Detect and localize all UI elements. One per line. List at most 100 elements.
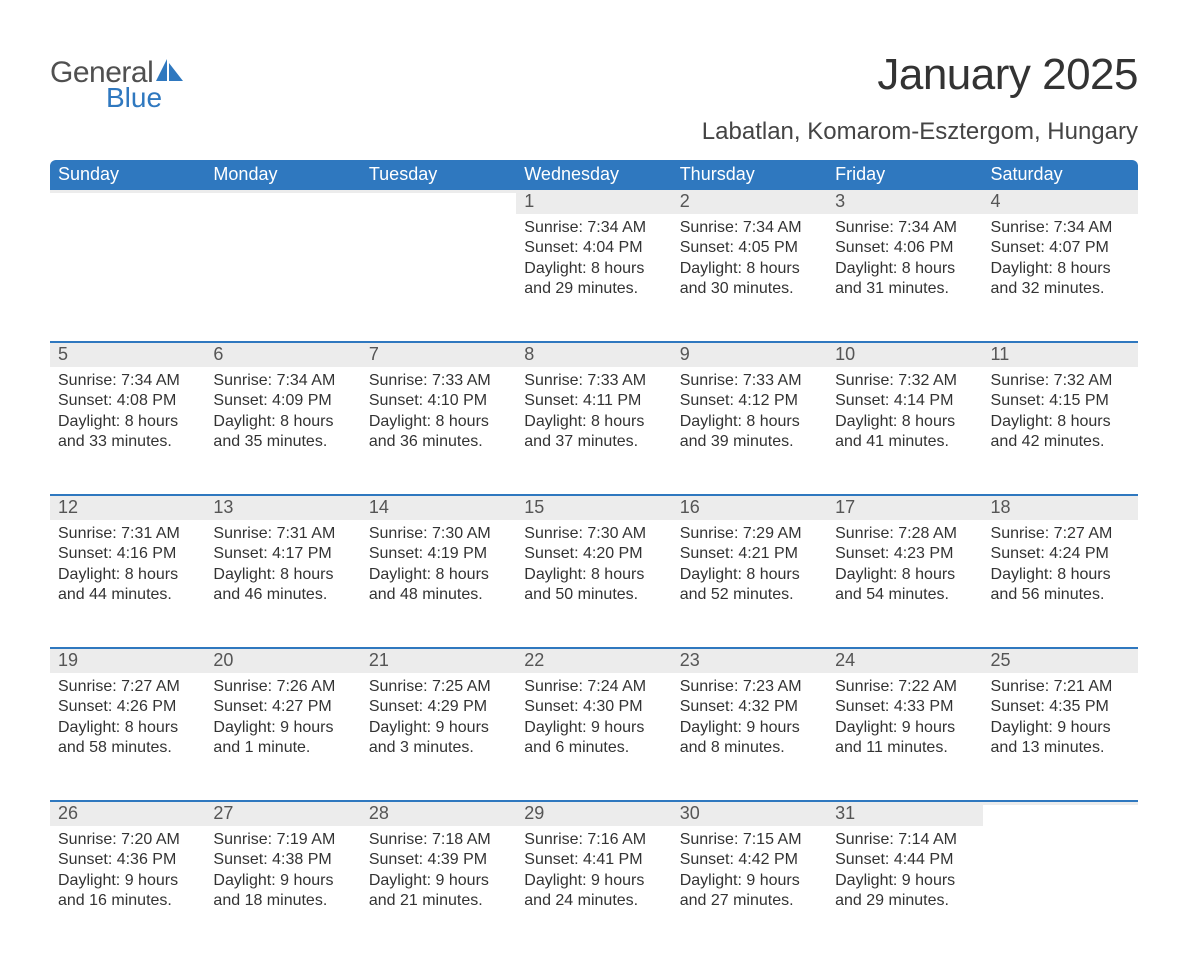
day-cell: Sunrise: 7:34 AMSunset: 4:07 PMDaylight:… [983,214,1138,308]
day-cell: Sunrise: 7:19 AMSunset: 4:38 PMDaylight:… [205,826,360,920]
daylight: Daylight: 9 hours and 6 minutes. [524,718,663,759]
day-cell: Sunrise: 7:24 AMSunset: 4:30 PMDaylight:… [516,673,671,767]
day-number: 12 [50,496,205,520]
sunset: Sunset: 4:10 PM [369,391,508,411]
sunset: Sunset: 4:09 PM [213,391,352,411]
calendar-table: Sunday Monday Tuesday Wednesday Thursday… [50,160,1138,954]
day-number: 18 [983,496,1138,520]
day-cell [205,214,360,226]
sunrise: Sunrise: 7:34 AM [524,218,663,238]
day-header: Sunday [50,160,205,190]
sunrise: Sunrise: 7:14 AM [835,830,974,850]
sunrise: Sunrise: 7:30 AM [524,524,663,544]
day-number: 5 [50,343,205,367]
daylight: Daylight: 8 hours and 56 minutes. [991,565,1130,606]
day-cell: Sunrise: 7:32 AMSunset: 4:14 PMDaylight:… [827,367,982,461]
sunset: Sunset: 4:21 PM [680,544,819,564]
day-number: 10 [827,343,982,367]
day-number: 13 [205,496,360,520]
day-header: Thursday [672,160,827,190]
day-number: 29 [516,802,671,826]
sunset: Sunset: 4:24 PM [991,544,1130,564]
day-cell: Sunrise: 7:34 AMSunset: 4:08 PMDaylight:… [50,367,205,461]
sunrise: Sunrise: 7:24 AM [524,677,663,697]
daylight: Daylight: 8 hours and 50 minutes. [524,565,663,606]
daylight: Daylight: 8 hours and 46 minutes. [213,565,352,606]
day-cell: Sunrise: 7:32 AMSunset: 4:15 PMDaylight:… [983,367,1138,461]
day-number: 3 [827,190,982,214]
sunset: Sunset: 4:36 PM [58,850,197,870]
sunset: Sunset: 4:44 PM [835,850,974,870]
daylight: Daylight: 9 hours and 29 minutes. [835,871,974,912]
daylight: Daylight: 8 hours and 54 minutes. [835,565,974,606]
day-cell: Sunrise: 7:34 AMSunset: 4:09 PMDaylight:… [205,367,360,461]
sunset: Sunset: 4:14 PM [835,391,974,411]
daylight: Daylight: 9 hours and 8 minutes. [680,718,819,759]
sunrise: Sunrise: 7:25 AM [369,677,508,697]
sunrise: Sunrise: 7:34 AM [835,218,974,238]
sunset: Sunset: 4:16 PM [58,544,197,564]
daylight: Daylight: 9 hours and 1 minute. [213,718,352,759]
sunrise: Sunrise: 7:21 AM [991,677,1130,697]
daylight: Daylight: 8 hours and 37 minutes. [524,412,663,453]
day-number: 8 [516,343,671,367]
day-cell: Sunrise: 7:33 AMSunset: 4:11 PMDaylight:… [516,367,671,461]
sunrise: Sunrise: 7:32 AM [991,371,1130,391]
day-number: 31 [827,802,982,826]
sunrise: Sunrise: 7:18 AM [369,830,508,850]
day-number: 16 [672,496,827,520]
day-number: 1 [516,190,671,214]
day-number: 15 [516,496,671,520]
sunrise: Sunrise: 7:31 AM [58,524,197,544]
daylight: Daylight: 8 hours and 48 minutes. [369,565,508,606]
day-number: 2 [672,190,827,214]
day-number [205,190,360,193]
daylight: Daylight: 9 hours and 24 minutes. [524,871,663,912]
sunrise: Sunrise: 7:27 AM [58,677,197,697]
header: General Blue January 2025 Labatlan, Koma… [50,50,1138,154]
daylight: Daylight: 8 hours and 52 minutes. [680,565,819,606]
daylight: Daylight: 8 hours and 44 minutes. [58,565,197,606]
day-cell: Sunrise: 7:16 AMSunset: 4:41 PMDaylight:… [516,826,671,920]
sunset: Sunset: 4:20 PM [524,544,663,564]
day-number [983,802,1138,805]
day-cell: Sunrise: 7:34 AMSunset: 4:05 PMDaylight:… [672,214,827,308]
day-cell: Sunrise: 7:21 AMSunset: 4:35 PMDaylight:… [983,673,1138,767]
day-cell: Sunrise: 7:14 AMSunset: 4:44 PMDaylight:… [827,826,982,920]
sunrise: Sunrise: 7:20 AM [58,830,197,850]
day-cell: Sunrise: 7:30 AMSunset: 4:20 PMDaylight:… [516,520,671,614]
day-cell: Sunrise: 7:25 AMSunset: 4:29 PMDaylight:… [361,673,516,767]
daylight: Daylight: 9 hours and 27 minutes. [680,871,819,912]
sunset: Sunset: 4:38 PM [213,850,352,870]
sunset: Sunset: 4:04 PM [524,238,663,258]
sunset: Sunset: 4:17 PM [213,544,352,564]
daylight: Daylight: 8 hours and 36 minutes. [369,412,508,453]
sunset: Sunset: 4:06 PM [835,238,974,258]
day-cell: Sunrise: 7:34 AMSunset: 4:04 PMDaylight:… [516,214,671,308]
day-header: Saturday [983,160,1138,190]
day-cell: Sunrise: 7:27 AMSunset: 4:26 PMDaylight:… [50,673,205,767]
day-cell: Sunrise: 7:15 AMSunset: 4:42 PMDaylight:… [672,826,827,920]
day-cell: Sunrise: 7:31 AMSunset: 4:16 PMDaylight:… [50,520,205,614]
day-header: Monday [205,160,360,190]
sunrise: Sunrise: 7:33 AM [524,371,663,391]
sunset: Sunset: 4:30 PM [524,697,663,717]
day-number: 22 [516,649,671,673]
sunrise: Sunrise: 7:34 AM [213,371,352,391]
sunrise: Sunrise: 7:30 AM [369,524,508,544]
day-number: 30 [672,802,827,826]
sunset: Sunset: 4:32 PM [680,697,819,717]
daylight: Daylight: 9 hours and 13 minutes. [991,718,1130,759]
sunset: Sunset: 4:11 PM [524,391,663,411]
day-number: 28 [361,802,516,826]
sunset: Sunset: 4:08 PM [58,391,197,411]
sunset: Sunset: 4:42 PM [680,850,819,870]
day-header: Tuesday [361,160,516,190]
day-cell: Sunrise: 7:33 AMSunset: 4:10 PMDaylight:… [361,367,516,461]
sunset: Sunset: 4:12 PM [680,391,819,411]
sunrise: Sunrise: 7:19 AM [213,830,352,850]
daylight: Daylight: 9 hours and 3 minutes. [369,718,508,759]
daylight: Daylight: 8 hours and 41 minutes. [835,412,974,453]
daylight: Daylight: 9 hours and 21 minutes. [369,871,508,912]
day-number: 11 [983,343,1138,367]
